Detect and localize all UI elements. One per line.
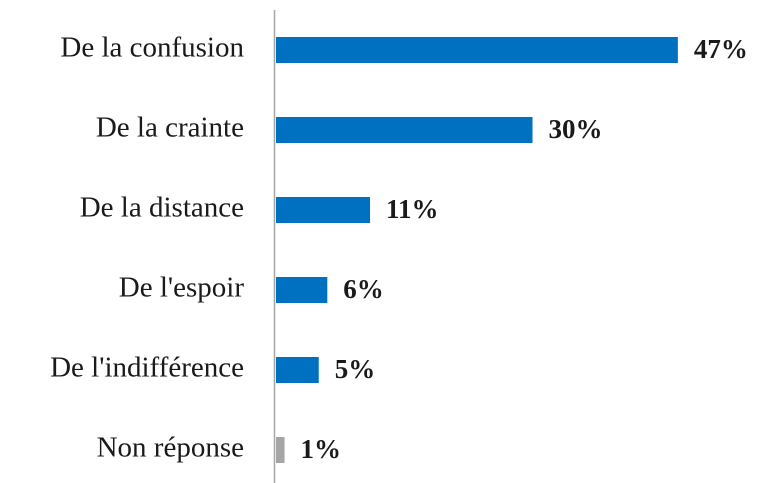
- value-label: 6%: [343, 274, 384, 304]
- category-label: De l'espoir: [119, 272, 245, 304]
- bar: [276, 357, 319, 383]
- bar: [276, 437, 285, 463]
- value-label: 30%: [549, 114, 603, 144]
- category-label: De la distance: [80, 192, 244, 224]
- value-label: 1%: [301, 434, 342, 464]
- category-label: De la confusion: [60, 32, 244, 64]
- category-label: De l'indifférence: [50, 352, 244, 384]
- bar: [276, 117, 533, 143]
- category-label: De la crainte: [96, 112, 244, 144]
- bar: [276, 197, 371, 223]
- value-label: 11%: [386, 194, 439, 224]
- bar: [276, 37, 678, 63]
- bar: [276, 277, 328, 303]
- value-label: 5%: [335, 354, 376, 384]
- value-label: 47%: [694, 34, 748, 64]
- category-label: Non réponse: [97, 432, 244, 464]
